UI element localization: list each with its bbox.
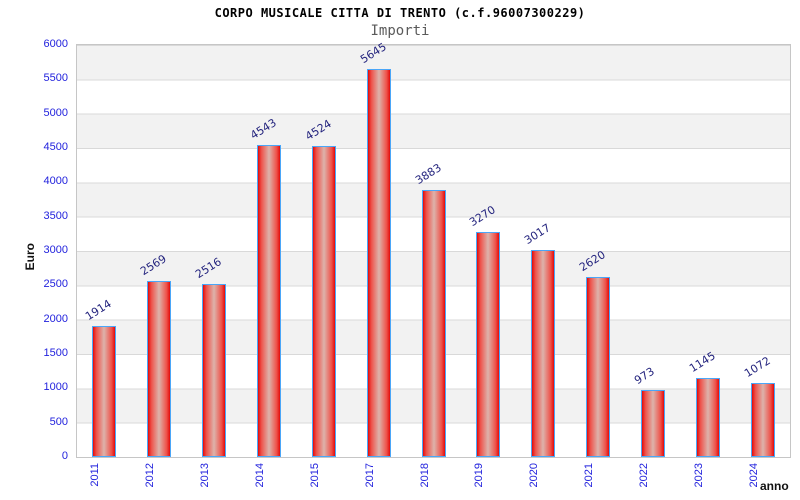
x-tick-label: 2022: [637, 463, 650, 488]
bar-value-label: 3883: [412, 161, 444, 187]
y-tick-label: 6000: [43, 38, 68, 50]
x-tick-label: 2012: [144, 463, 157, 488]
bar: [257, 145, 281, 457]
y-tick-label: 2500: [43, 278, 68, 291]
bar-value-label: 1914: [83, 297, 115, 323]
y-tick-label: 1500: [43, 347, 68, 359]
y-tick-label: 4500: [43, 141, 68, 153]
x-tick-label: 2023: [692, 463, 705, 488]
chart-subtitle: Importi: [370, 23, 430, 39]
x-tick-label: 2015: [308, 463, 321, 488]
x-axis-title: anno: [760, 479, 789, 493]
y-tick-label: 1000: [43, 381, 68, 394]
bar: [366, 69, 391, 457]
x-tick-label: 2014: [254, 463, 266, 488]
x-tick-label: 2020: [528, 463, 541, 488]
y-tick-label: 2000: [43, 312, 68, 325]
plot-area: 1914 2569 2516 4543 4524 5645 3883 3270 3017 2620…: [76, 40, 791, 458]
bar: [531, 250, 556, 457]
bar: [586, 277, 610, 457]
bar-value-label: 973: [632, 364, 657, 387]
bar-value-label: 4524: [302, 117, 334, 143]
bar-value-label: 3270: [467, 203, 499, 229]
bar-value-label: 2516: [193, 255, 224, 281]
bar-value-label: 3017: [522, 221, 553, 247]
bar: [147, 281, 172, 457]
x-tick-label: 2024: [747, 463, 760, 488]
x-tick-label: 2011: [89, 463, 102, 487]
chart-title: CORPO MUSICALE CITTA DI TRENTO (c.f.9600…: [214, 6, 586, 20]
bar: [421, 190, 446, 457]
y-tick-label: 0: [61, 450, 68, 462]
y-tick-label: 4000: [43, 175, 68, 188]
bar-value-label: 2569: [138, 252, 170, 278]
x-tick-label: 2017: [363, 463, 376, 488]
y-tick-label: 3000: [43, 244, 68, 256]
bar: [311, 146, 336, 457]
bar: [640, 390, 665, 457]
bar-value-label: 1072: [741, 354, 773, 380]
x-tick-label: 2019: [473, 463, 486, 488]
y-tick-label: 5500: [43, 72, 68, 85]
bar-value-label: 5645: [357, 40, 389, 66]
bar: [695, 378, 720, 457]
bar: [202, 284, 227, 457]
x-tick-label: 2013: [199, 463, 212, 488]
y-tick-label: 5000: [43, 106, 68, 119]
x-tick-label: 2018: [418, 463, 431, 488]
bar-value-label: 1145: [686, 349, 718, 375]
bar-value-label: 2620: [577, 248, 608, 274]
bar: [476, 232, 501, 457]
y-tick-label: 3500: [43, 209, 68, 222]
bar-value-label: 4543: [248, 116, 279, 142]
x-tick-label: 2021: [583, 463, 595, 488]
bar: [750, 383, 775, 457]
bar: [92, 326, 117, 457]
y-tick-label: 500: [49, 415, 68, 428]
